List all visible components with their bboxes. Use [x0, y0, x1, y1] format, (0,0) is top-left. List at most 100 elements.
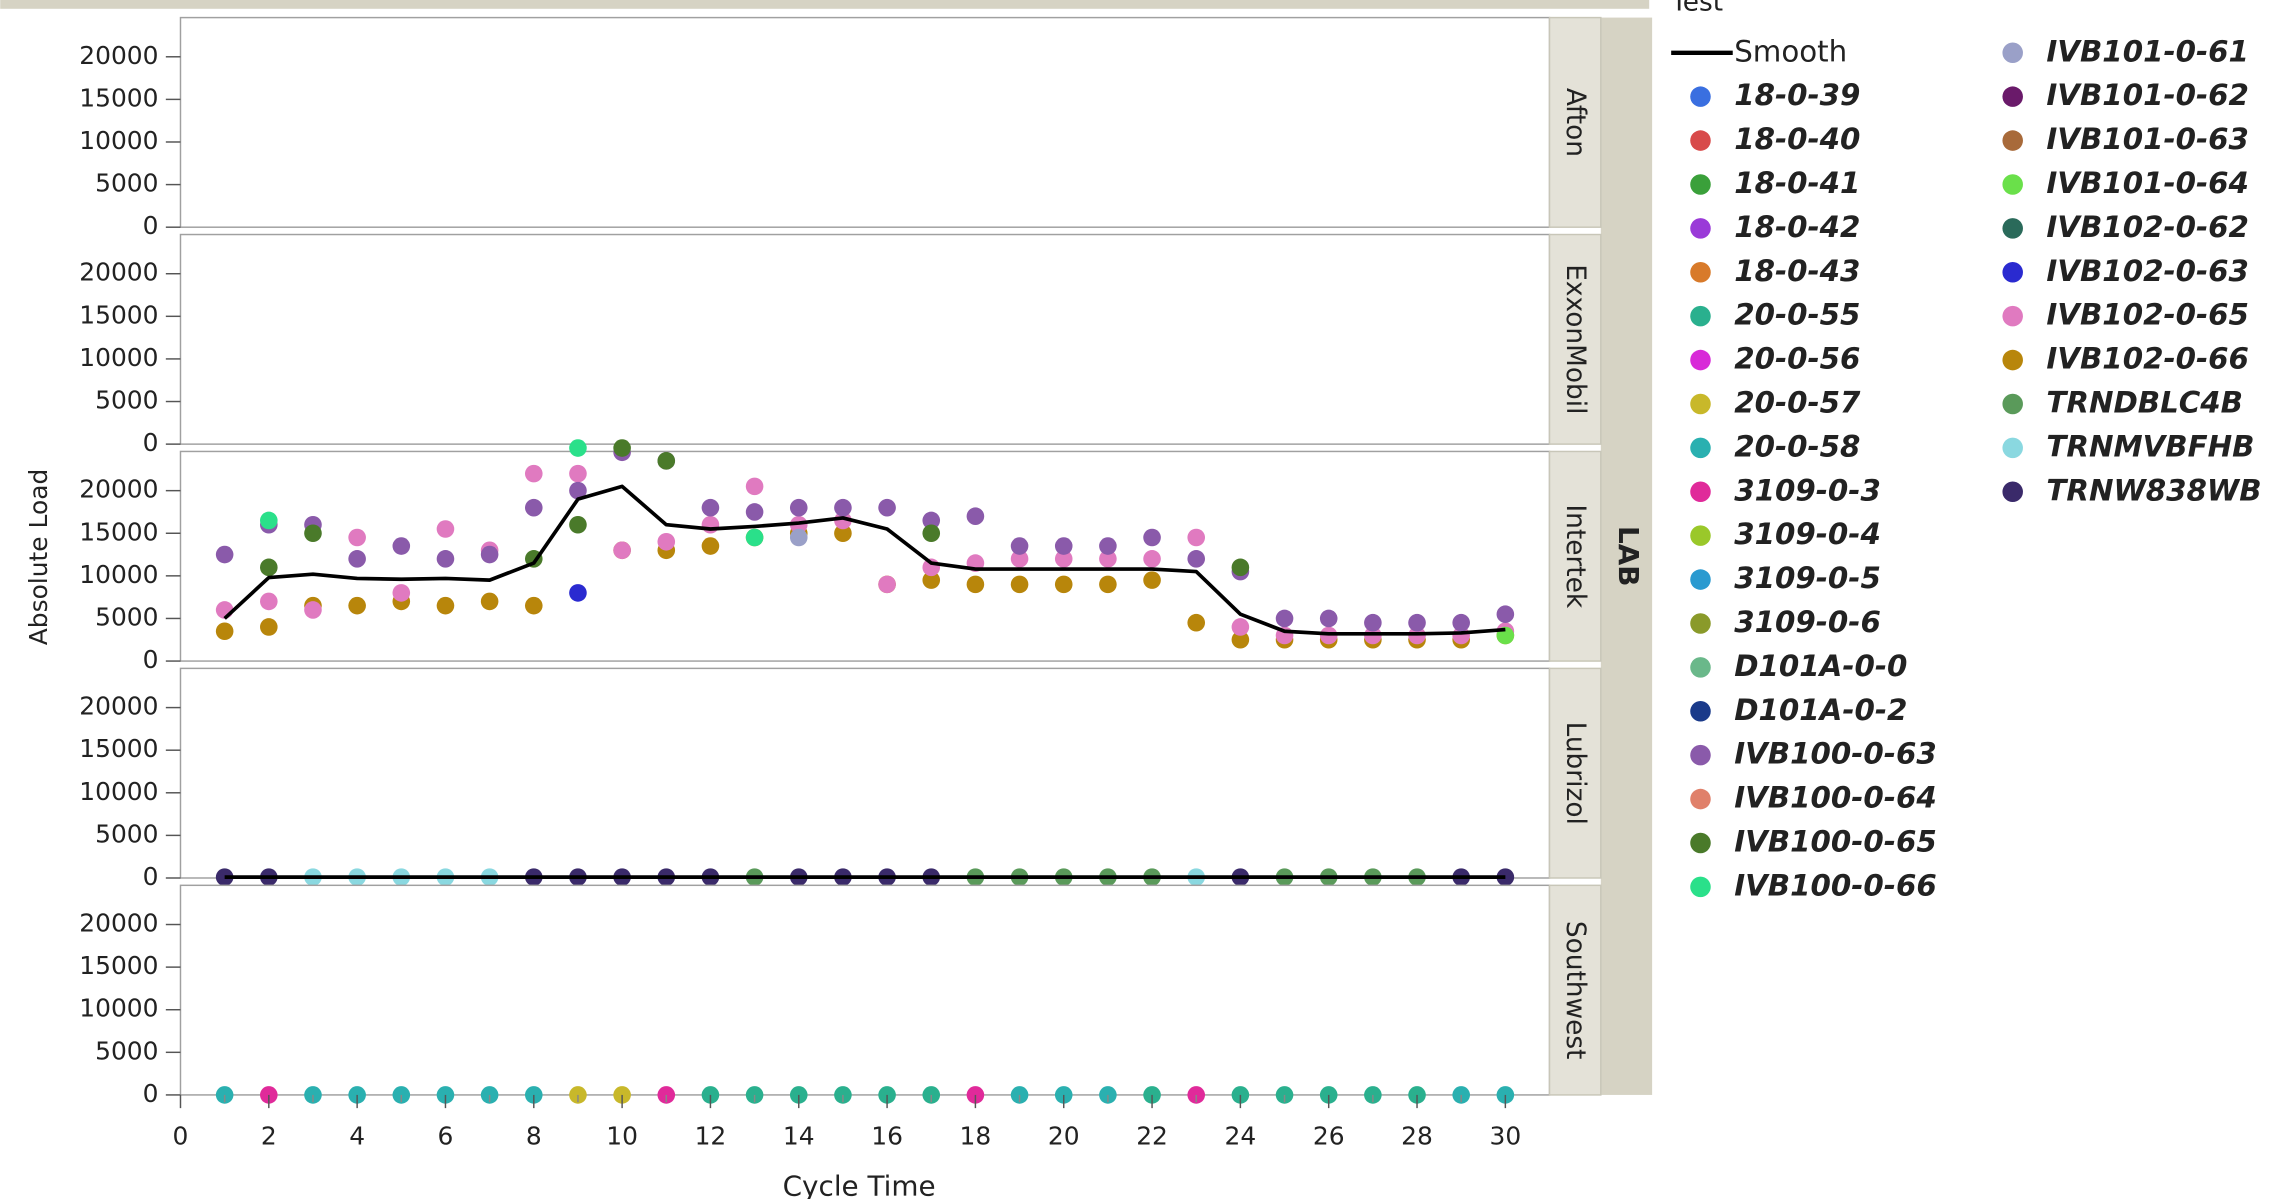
point — [922, 571, 941, 589]
panel — [179, 667, 1551, 879]
legend-label: D101A-0-0 — [1734, 649, 1907, 683]
point — [789, 528, 808, 547]
y-tick-label: 5000 — [95, 1036, 158, 1065]
panel-label: ExxonMobil — [1560, 264, 1590, 414]
point — [701, 537, 720, 555]
point — [436, 550, 455, 568]
legend-label: IVB100-0-65 — [1734, 824, 1937, 858]
legend-label: IVB101-0-61 — [2046, 34, 2249, 68]
y-axis-label: Absolute Load — [24, 469, 53, 646]
y-tick-label: 0 — [143, 862, 159, 891]
panel-strip — [1548, 667, 1602, 879]
smooth-line — [223, 484, 1506, 636]
legend-label: 3109-0-6 — [1734, 605, 1881, 639]
y-tick-label: 20000 — [79, 41, 158, 70]
point — [834, 524, 852, 543]
legend-marker — [1690, 130, 1711, 151]
x-tick-label: 24 — [1225, 1121, 1257, 1150]
x-tick-label: 30 — [1490, 1121, 1522, 1150]
y-tick-label: 10000 — [79, 126, 158, 155]
x-tick-label: 26 — [1313, 1121, 1345, 1150]
legend-marker — [1690, 657, 1711, 678]
panel-strip — [1548, 884, 1602, 1096]
y-tick-label: 5000 — [95, 169, 158, 198]
x-tick-label: 18 — [960, 1121, 992, 1150]
y-tick-label: 5000 — [95, 819, 158, 848]
point — [1319, 609, 1338, 628]
point — [480, 592, 499, 611]
point — [569, 464, 587, 483]
point — [260, 511, 278, 530]
point — [834, 498, 852, 517]
legend-label: 20-0-57 — [1734, 385, 1861, 419]
legend-marker — [2002, 262, 2023, 283]
legend-label: 3109-0-4 — [1734, 517, 1881, 551]
point — [1364, 613, 1382, 632]
point — [834, 511, 852, 530]
point — [1099, 537, 1117, 555]
point — [569, 439, 587, 457]
y-tick-label: 5000 — [95, 602, 158, 631]
panel-strip — [1548, 16, 1602, 228]
legend-marker — [1690, 218, 1711, 239]
legend-label: TRNDBLC4B — [2046, 385, 2243, 419]
y-tick-label: 10000 — [79, 560, 158, 589]
legend-marker — [2002, 130, 2023, 151]
legend-label: 18-0-41 — [1734, 166, 1860, 200]
y-tick-label: 20000 — [79, 258, 158, 287]
panel — [179, 16, 1551, 228]
legend-label: IVB101-0-62 — [2046, 78, 2249, 112]
point — [1408, 613, 1426, 632]
point — [1010, 550, 1029, 568]
point — [304, 524, 322, 543]
legend-smooth-label: Smooth — [1734, 34, 1847, 68]
point — [215, 622, 234, 641]
point — [524, 596, 543, 615]
y-tick-label: 15000 — [79, 83, 158, 112]
legend-label: 18-0-42 — [1734, 210, 1860, 244]
legend-label: IVB100-0-66 — [1734, 868, 1937, 902]
point — [657, 532, 676, 551]
panel — [179, 450, 1551, 662]
x-tick-label: 10 — [606, 1121, 638, 1150]
point — [260, 592, 278, 611]
x-tick-label: 16 — [871, 1121, 903, 1150]
point — [1010, 575, 1029, 594]
point — [1231, 630, 1250, 649]
y-tick-label: 20000 — [79, 692, 158, 721]
legend-label: IVB100-0-63 — [1734, 737, 1937, 771]
x-tick-label: 6 — [438, 1121, 454, 1150]
legend-label: TRNMVBFHB — [2046, 429, 2254, 463]
legend-label: D101A-0-2 — [1734, 693, 1907, 727]
point — [569, 481, 587, 500]
x-tick-label: 0 — [173, 1121, 189, 1150]
panel-strip — [1548, 233, 1602, 445]
legend-marker — [2002, 393, 2023, 415]
legend-label: IVB102-0-62 — [2046, 210, 2249, 244]
x-tick-label: 28 — [1401, 1121, 1433, 1150]
y-tick-label: 20000 — [79, 475, 158, 504]
point — [392, 584, 411, 602]
point — [745, 503, 764, 521]
point — [789, 498, 808, 517]
y-tick-label: 0 — [143, 211, 159, 240]
point — [1452, 613, 1470, 632]
legend-marker — [1690, 481, 1711, 503]
point — [878, 498, 896, 517]
point — [1143, 528, 1161, 547]
point — [480, 545, 499, 564]
legend-marker — [2002, 218, 2023, 239]
point — [1231, 618, 1250, 636]
legend-marker — [1690, 788, 1711, 810]
legend-marker — [1690, 832, 1711, 854]
legend-marker — [2002, 481, 2023, 503]
legend-marker — [1690, 262, 1711, 283]
point — [348, 528, 366, 547]
legend-marker — [2002, 437, 2023, 459]
y-tick-label: 10000 — [79, 777, 158, 806]
legend-marker — [1690, 393, 1711, 415]
legend-label: 20-0-55 — [1734, 298, 1860, 332]
x-tick-label: 12 — [695, 1121, 727, 1150]
legend-marker — [1690, 876, 1711, 898]
panel-label: Southwest — [1560, 921, 1590, 1060]
